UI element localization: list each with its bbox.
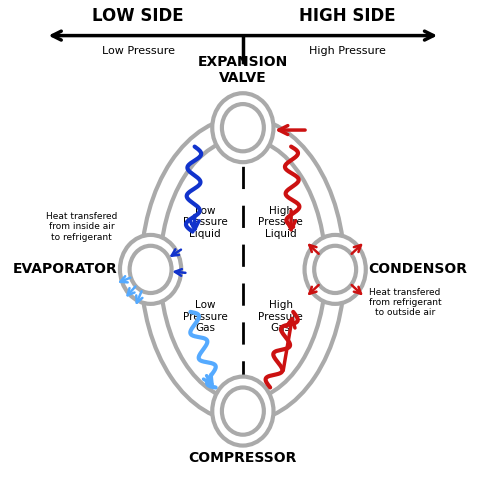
Text: HIGH SIDE: HIGH SIDE	[300, 7, 396, 25]
Text: High
Pressure
Liquid: High Pressure Liquid	[258, 205, 303, 239]
Circle shape	[130, 246, 171, 293]
Text: Low Pressure: Low Pressure	[101, 46, 175, 56]
Text: Low
Pressure
Liquid: Low Pressure Liquid	[183, 205, 228, 239]
Text: Heat transfered
from inside air
to refrigerant: Heat transfered from inside air to refri…	[46, 212, 117, 242]
Circle shape	[212, 93, 274, 162]
Text: LOW SIDE: LOW SIDE	[92, 7, 184, 25]
Text: CONDENSOR: CONDENSOR	[369, 263, 468, 276]
Text: COMPRESSOR: COMPRESSOR	[189, 451, 297, 465]
Text: High Pressure: High Pressure	[309, 46, 386, 56]
Text: EXPANSION
VALVE: EXPANSION VALVE	[198, 55, 288, 85]
Circle shape	[212, 377, 274, 445]
Circle shape	[120, 235, 181, 304]
Text: High
Pressure
Gas: High Pressure Gas	[258, 300, 303, 333]
Text: Low
Pressure
Gas: Low Pressure Gas	[183, 300, 228, 333]
Text: Heat transfered
from refrigerant
to outside air: Heat transfered from refrigerant to outs…	[369, 288, 441, 317]
Circle shape	[222, 104, 264, 151]
Circle shape	[222, 387, 264, 435]
Circle shape	[314, 246, 356, 293]
Text: EVAPORATOR: EVAPORATOR	[12, 263, 117, 276]
Circle shape	[304, 235, 366, 304]
